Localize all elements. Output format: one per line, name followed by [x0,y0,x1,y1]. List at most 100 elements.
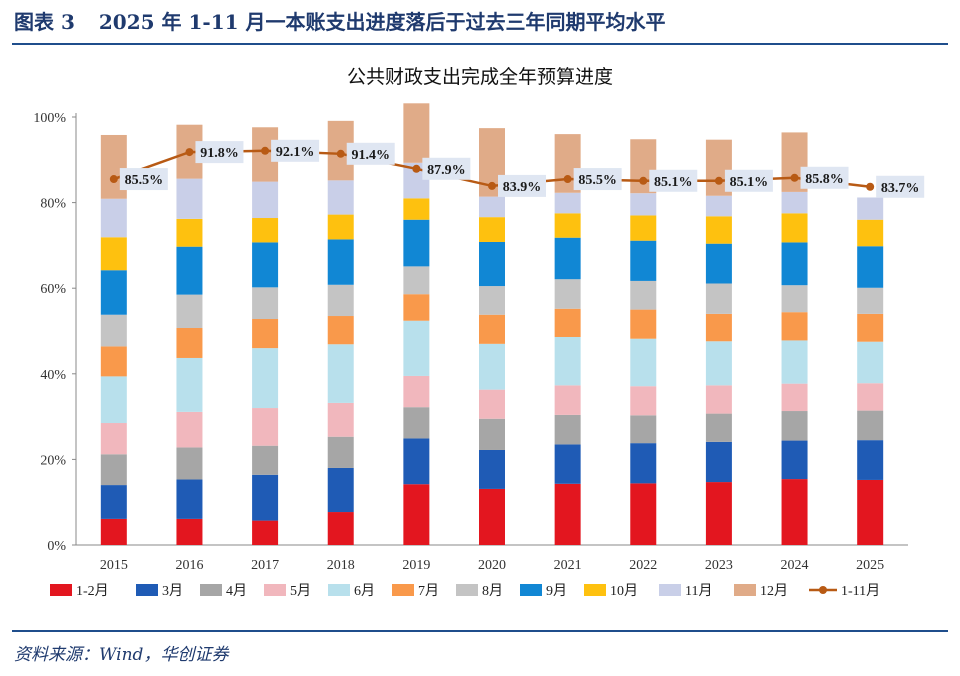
bar-segment [479,286,505,315]
legend-label: 4月 [226,583,247,599]
bar-segment [327,180,354,215]
data-label-bg [498,174,546,197]
data-label-bg [649,169,698,192]
bar-segment [479,418,505,450]
bar-segment [100,454,127,486]
x-tick-label: 2016 [175,558,203,573]
bar-segment [781,242,808,286]
bar-segment [857,313,884,342]
bar-segment [327,436,354,468]
bar-segment [100,270,127,315]
bar-segment [781,440,808,480]
figure-title: 2025 年 1-11 月一本账支出进度落后于过去三年同期平均水平 [98,10,666,34]
bar-segment [176,178,203,219]
y-tick-label: 40% [40,368,66,383]
legend-label: 12月 [760,583,788,599]
bar-segment [630,338,657,387]
bar-segment [630,483,657,545]
bar-segment [857,410,884,441]
bar-segment [100,198,127,238]
bar-segment [403,294,430,321]
bar-segment [630,280,657,310]
bar-segment [857,383,884,411]
bar-segment [554,414,581,445]
figure-header: 图表 3 2025 年 1-11 月一本账支出进度落后于过去三年同期平均水平 [14,6,946,38]
line-point [714,176,723,185]
bar-segment [705,482,732,545]
figure-label: 图表 3 [14,10,75,34]
line-point [639,176,648,185]
line-point [563,175,572,184]
bar-segment [857,341,884,384]
bar-segment [176,518,203,545]
bar-segment [176,447,203,480]
bar-segment [252,445,279,475]
bar-segment [630,240,657,281]
data-label: 91.8% [200,146,239,161]
data-label: 85.5% [578,173,617,188]
x-tick-label: 2018 [327,558,355,573]
data-label: 85.8% [805,172,844,187]
bar-segment [479,196,505,218]
bar-segment [781,285,808,313]
bar-segment [479,314,505,344]
bar-segment [705,283,732,314]
data-label-bg [119,168,168,191]
line-point [261,146,270,155]
bar-segment [857,287,884,314]
bar-segment [781,213,808,243]
legend-label: 8月 [482,583,503,599]
legend-swatch [50,584,72,596]
legend-swatch [264,584,286,596]
y-tick-label: 20% [40,453,66,468]
bar-segment [479,343,505,390]
bar-segment [403,198,430,220]
bar-segment [781,411,808,441]
bar-segment [403,438,430,485]
legend-swatch [392,584,414,596]
data-label-bg [876,175,925,198]
data-label: 92.1% [276,145,315,160]
source-note: 资料来源：Wind，华创证券 [14,645,229,665]
bar-segment [252,181,279,219]
legend-swatch [584,584,606,596]
legend-swatch [328,584,350,596]
bar-segment [252,319,279,349]
bar-segment [479,449,505,489]
bar-segment [100,376,127,424]
y-tick-label: 60% [40,282,66,297]
bar-segment [403,375,430,408]
bar-segment [403,266,430,295]
bar-segment [630,215,657,241]
x-tick-label: 2020 [478,558,506,573]
bar-segment [781,312,808,341]
bar-segment [403,320,430,376]
legend-label: 11月 [685,583,712,599]
bar-segment [252,474,279,521]
bar-segment [479,389,505,419]
data-label: 85.5% [125,173,164,188]
bar-segment [327,344,354,403]
legend-label: 3月 [162,583,183,599]
header-rule [12,43,948,45]
line-point [109,175,118,184]
bar-segment [705,413,732,442]
bar-segment [554,237,581,280]
data-label-bg [573,168,622,191]
legend-label: 7月 [418,583,439,599]
data-label-bg [195,141,244,164]
bar-segment [479,217,505,242]
bar-segment [100,518,127,545]
bar-segment [705,441,732,483]
y-tick-label: 100% [33,111,66,126]
x-tick-label: 2025 [856,558,884,573]
bar-segment [781,479,808,545]
data-label: 83.7% [881,181,920,196]
bar-segment [327,284,354,317]
bar-segment [705,243,732,284]
chart-title: 公共财政支出完成全年预算进度 [346,66,613,88]
bar-segment [479,241,505,287]
bar-segment [176,411,203,448]
legend-label: 1-11月 [841,583,880,599]
